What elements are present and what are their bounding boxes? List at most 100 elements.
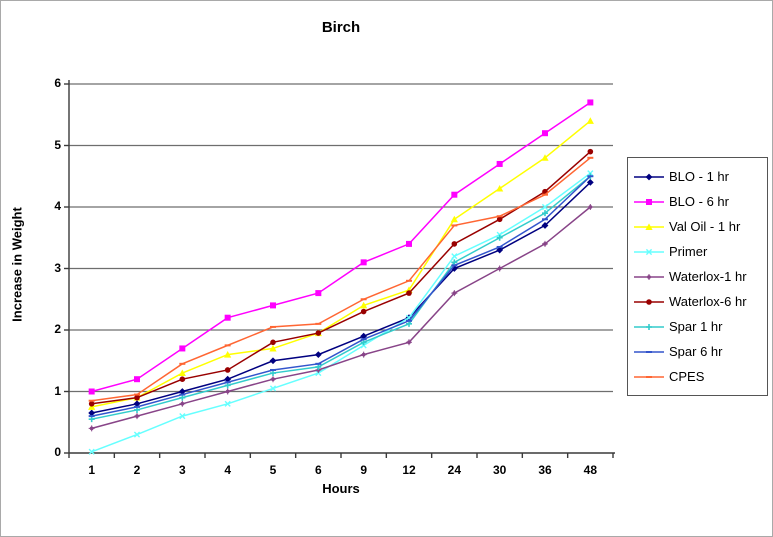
marker-x	[587, 170, 594, 177]
legend-swatch-star-icon	[634, 273, 664, 280]
marker-diamond	[541, 222, 549, 229]
marker-dash	[451, 264, 458, 267]
legend-item: Primer	[634, 239, 763, 264]
marker-dash	[587, 156, 594, 159]
marker-dash	[134, 405, 140, 408]
legend-item: BLO - 6 hr	[634, 189, 763, 214]
marker-dash	[406, 319, 412, 322]
marker-square	[88, 388, 95, 395]
legend-label: Val Oil - 1 hr	[669, 219, 741, 234]
marker-plus	[134, 406, 140, 413]
legend-label: BLO - 1 hr	[669, 169, 729, 184]
marker-circle	[134, 394, 140, 401]
marker-triangle	[224, 351, 232, 358]
legend-item: Waterlox-1 hr	[634, 264, 763, 289]
marker-square	[315, 290, 322, 297]
marker-triangle	[586, 117, 594, 124]
marker-square	[496, 160, 503, 167]
legend-swatch-circle-icon	[634, 298, 664, 305]
marker-square	[406, 240, 412, 247]
marker-square	[179, 345, 186, 352]
marker-star	[406, 339, 412, 346]
series-line-spar-6-hr	[91, 175, 591, 417]
x-tick-label: 1	[88, 463, 95, 477]
x-tick-label: 36	[538, 463, 552, 477]
legend-swatch-x-icon	[634, 248, 664, 255]
marker-plus	[270, 370, 276, 377]
marker-plus	[88, 416, 95, 423]
x-tick-label: 5	[269, 463, 277, 477]
legend-swatch-square-icon	[634, 198, 664, 205]
marker-dash	[360, 338, 367, 341]
marker-star	[496, 265, 503, 272]
legend-label: CPES	[669, 369, 705, 384]
marker-diamond	[314, 351, 322, 358]
legend-swatch-dash-icon	[634, 350, 664, 353]
marker-diamond	[178, 388, 186, 395]
marker-plus	[360, 339, 367, 346]
marker-dash	[270, 325, 276, 328]
legend-item: Val Oil - 1 hr	[634, 214, 763, 239]
legend-label: Spar 1 hr	[669, 319, 723, 334]
legend-label: Waterlox-1 hr	[669, 269, 747, 284]
marker-square	[270, 302, 276, 309]
series-line-cpes	[91, 157, 591, 402]
marker-dash	[270, 368, 276, 371]
marker-diamond	[88, 409, 96, 417]
marker-circle	[406, 290, 412, 296]
marker-diamond	[133, 400, 141, 408]
marker-dash	[224, 344, 231, 347]
y-tick-label: 3	[54, 260, 61, 275]
marker-circle	[587, 148, 594, 155]
legend-item: Spar 6 hr	[634, 339, 763, 364]
marker-star	[587, 204, 594, 210]
x-axis-title: Hours	[322, 481, 360, 496]
marker-diamond	[269, 357, 277, 365]
series-line-blo-6-hr	[91, 101, 591, 393]
marker-plus	[406, 320, 412, 327]
marker-plus	[179, 394, 186, 401]
marker-square	[542, 130, 548, 137]
marker-circle	[315, 330, 322, 336]
marker-dash	[542, 218, 548, 221]
chart-title: Birch	[321, 19, 361, 36]
y-tick-label: 1	[54, 383, 61, 398]
legend-swatch-diamond-icon	[634, 173, 664, 180]
x-tick-label: 24	[447, 463, 461, 477]
x-tick-label: 9	[360, 463, 367, 477]
marker-square	[587, 99, 594, 106]
legend-swatch-dash-icon	[634, 375, 664, 378]
legend-swatch-triangle-icon	[634, 222, 664, 230]
series-line-spar-1-hr	[91, 175, 591, 420]
legend-label: Waterlox-6 hr	[669, 294, 747, 309]
marker-x	[315, 369, 322, 377]
marker-plus	[496, 234, 503, 241]
marker-dash	[88, 399, 95, 402]
marker-triangle	[541, 154, 549, 161]
x-tick-label: 4	[224, 463, 231, 477]
marker-star	[451, 290, 458, 297]
x-tick-label: 48	[583, 463, 597, 477]
marker-square	[134, 376, 140, 383]
marker-square	[224, 314, 231, 321]
series-line-val-oil-1-hr	[91, 120, 591, 408]
legend-item: BLO - 1 hr	[634, 164, 763, 189]
legend-item: Waterlox-6 hr	[634, 289, 763, 314]
marker-dash	[88, 415, 95, 418]
marker-plus	[542, 210, 548, 217]
marker-star	[270, 376, 276, 383]
marker-x	[88, 448, 95, 455]
marker-x	[224, 400, 231, 407]
legend-swatch-plus-icon	[634, 323, 664, 330]
marker-plus	[224, 382, 231, 389]
marker-plus	[315, 363, 322, 370]
series-line-waterlox-6-hr	[91, 151, 591, 405]
series-line-primer	[91, 172, 591, 453]
marker-plus	[451, 259, 458, 266]
marker-diamond	[450, 265, 458, 272]
x-tick-label: 30	[492, 463, 507, 477]
marker-circle	[224, 367, 231, 373]
marker-dash	[542, 193, 548, 196]
legend-item: Spar 1 hr	[634, 314, 763, 339]
